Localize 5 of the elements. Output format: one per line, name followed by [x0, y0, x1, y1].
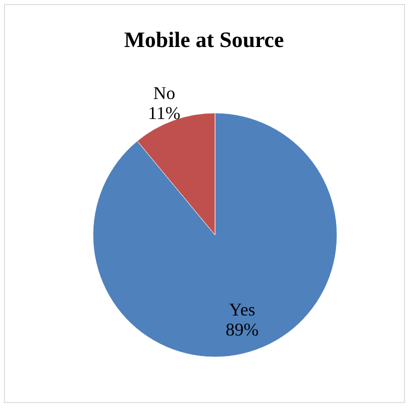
- slice-label: Yes: [228, 299, 256, 320]
- chart-title: Mobile at Source: [124, 27, 284, 52]
- slice-label: No: [153, 82, 176, 103]
- data-label: 11%: [148, 102, 180, 123]
- data-label: 89%: [226, 319, 259, 340]
